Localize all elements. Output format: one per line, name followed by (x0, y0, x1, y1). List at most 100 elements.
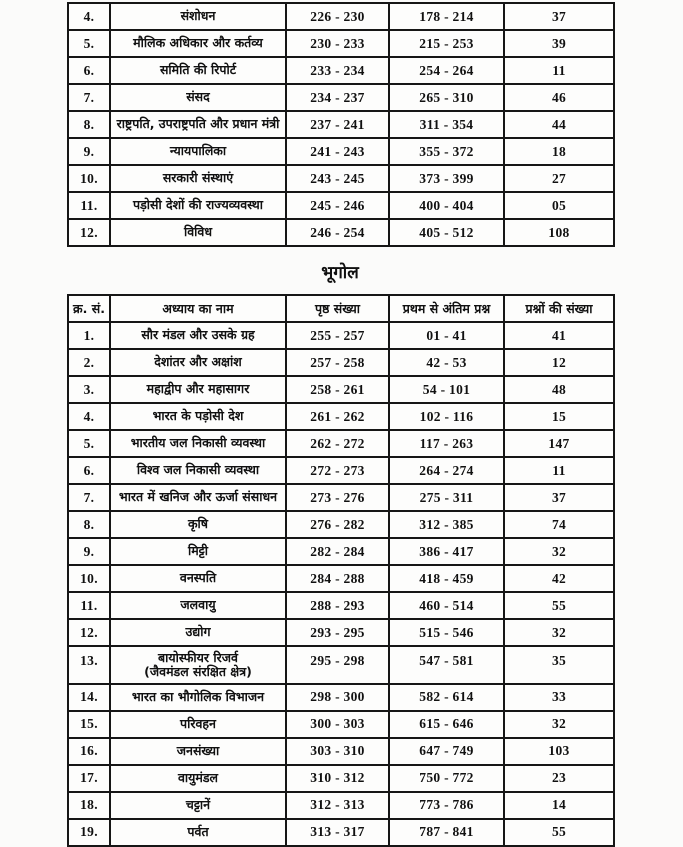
question-range-cell: 312 - 385 (388, 510, 505, 539)
chapter-name-cell: विविध (109, 218, 287, 247)
question-count-cell: 11 (503, 456, 615, 485)
page-range-cell: 310 - 312 (285, 763, 390, 793)
question-count-cell: 05 (503, 191, 615, 220)
question-count-cell: 32 (503, 618, 615, 647)
question-range-cell: 265 - 310 (388, 83, 505, 112)
question-count-cell: 12 (503, 348, 615, 377)
header-serial-number: क्र. सं. (67, 294, 111, 323)
question-count-cell: 46 (503, 83, 615, 112)
question-range-cell: 102 - 116 (388, 402, 505, 431)
table-row: 14. भारत का भौगोलिक विभाजन 298 - 300 582 - … (67, 682, 615, 712)
header-chapter-name: अध्याय का नाम (109, 294, 287, 323)
question-count-cell: 23 (503, 763, 615, 793)
question-count-cell: 37 (503, 2, 615, 31)
geography-table-header-row: क्र. सं. अध्याय का नाम पृष्ठ संख्या प्रथ… (67, 294, 615, 323)
page-range-cell: 300 - 303 (285, 709, 390, 739)
question-range-cell: 547 - 581 (388, 645, 505, 685)
serial-cell: 6. (67, 456, 111, 485)
page-range-cell: 293 - 295 (285, 618, 390, 647)
question-range-cell: 117 - 263 (388, 429, 505, 458)
page-range-cell: 243 - 245 (285, 164, 390, 193)
question-count-cell: 108 (503, 218, 615, 247)
serial-cell: 5. (67, 29, 111, 58)
polity-contents-table-body: 4. संशोधन 226 - 230 178 - 214 37 5. मौलिक अधिक… (67, 2, 615, 247)
question-count-cell: 48 (503, 375, 615, 404)
question-range-cell: 42 - 53 (388, 348, 505, 377)
page-range-cell: 298 - 300 (285, 682, 390, 712)
question-range-cell: 773 - 786 (388, 790, 505, 820)
table-row: 11. जलवायु 288 - 293 460 - 514 55 (67, 591, 615, 620)
table-row: 5. मौलिक अधिकार और कर्तव्य 230 - 233 215 - … (67, 29, 615, 58)
table-row: 9. न्यायपालिका 241 - 243 355 - 372 18 (67, 137, 615, 166)
serial-cell: 3. (67, 375, 111, 404)
chapter-name-cell: भारत के पड़ोसी देश (109, 402, 287, 431)
chapter-name-cell: महाद्वीप और महासागर (109, 375, 287, 404)
question-range-cell: 418 - 459 (388, 564, 505, 593)
table-row: 4. संशोधन 226 - 230 178 - 214 37 (67, 2, 615, 31)
page-range-cell: 282 - 284 (285, 537, 390, 566)
serial-cell: 14. (67, 682, 111, 712)
chapter-name-cell: विश्व जल निकासी व्यवस्था (109, 456, 287, 485)
question-range-cell: 787 - 841 (388, 817, 505, 847)
chapter-name-cell: चट्टानें (109, 790, 287, 820)
serial-cell: 4. (67, 402, 111, 431)
chapter-name-cell: पर्वत (109, 817, 287, 847)
serial-cell: 8. (67, 110, 111, 139)
chapter-name-cell: मिट्टी (109, 537, 287, 566)
question-range-cell: 275 - 311 (388, 483, 505, 512)
chapter-name-cell: कृषि (109, 510, 287, 539)
question-range-cell: 405 - 512 (388, 218, 505, 247)
page-range-cell: 273 - 276 (285, 483, 390, 512)
question-range-cell: 215 - 253 (388, 29, 505, 58)
chapter-name-cell: भारत में खनिज और ऊर्जा संसाधन (109, 483, 287, 512)
table-row: 5. भारतीय जल निकासी व्यवस्था 262 - 272 117 … (67, 429, 615, 458)
chapter-name-cell: परिवहन (109, 709, 287, 739)
serial-cell: 10. (67, 164, 111, 193)
serial-cell: 16. (67, 736, 111, 766)
table-row: 12. उद्योग 293 - 295 515 - 546 32 (67, 618, 615, 647)
question-range-cell: 355 - 372 (388, 137, 505, 166)
table-row: 10. वनस्पति 284 - 288 418 - 459 42 (67, 564, 615, 593)
question-count-cell: 37 (503, 483, 615, 512)
table-row: 7. भारत में खनिज और ऊर्जा संसाधन 273 - 276… (67, 483, 615, 512)
table-row: 16. जनसंख्या 303 - 310 647 - 749 103 (67, 736, 615, 766)
serial-cell: 11. (67, 591, 111, 620)
serial-cell: 12. (67, 618, 111, 647)
page-range-cell: 233 - 234 (285, 56, 390, 85)
page-range-cell: 313 - 317 (285, 817, 390, 847)
chapter-name-cell: मौलिक अधिकार और कर्तव्य (109, 29, 287, 58)
table-row: 18. चट्टानें 312 - 313 773 - 786 14 (67, 790, 615, 820)
serial-cell: 4. (67, 2, 111, 31)
chapter-name-cell: जलवायु (109, 591, 287, 620)
serial-cell: 5. (67, 429, 111, 458)
serial-cell: 11. (67, 191, 111, 220)
question-range-cell: 178 - 214 (388, 2, 505, 31)
chapter-name-cell: भारत का भौगोलिक विभाजन (109, 682, 287, 712)
page-range-cell: 262 - 272 (285, 429, 390, 458)
question-range-cell: 373 - 399 (388, 164, 505, 193)
question-count-cell: 74 (503, 510, 615, 539)
table-row: 1. सौर मंडल और उसके ग्रह 255 - 257 01 - 41 4… (67, 321, 615, 350)
question-range-cell: 254 - 264 (388, 56, 505, 85)
question-range-cell: 264 - 274 (388, 456, 505, 485)
table-row: 13. बायोस्फीयर रिजर्व (जैवमंडल संरक्षित क… (67, 645, 615, 685)
question-count-cell: 55 (503, 817, 615, 847)
question-count-cell: 42 (503, 564, 615, 593)
page-range-cell: 257 - 258 (285, 348, 390, 377)
table-row: 6. विश्व जल निकासी व्यवस्था 272 - 273 264 -… (67, 456, 615, 485)
question-count-cell: 55 (503, 591, 615, 620)
question-count-cell: 27 (503, 164, 615, 193)
question-count-cell: 41 (503, 321, 615, 350)
question-range-cell: 01 - 41 (388, 321, 505, 350)
chapter-name-cell: सरकारी संस्थाएं (109, 164, 287, 193)
question-range-cell: 400 - 404 (388, 191, 505, 220)
page-range-cell: 234 - 237 (285, 83, 390, 112)
page-range-cell: 241 - 243 (285, 137, 390, 166)
question-range-cell: 750 - 772 (388, 763, 505, 793)
page-range-cell: 284 - 288 (285, 564, 390, 593)
table-row: 7. संसद 234 - 237 265 - 310 46 (67, 83, 615, 112)
page-range-cell: 261 - 262 (285, 402, 390, 431)
chapter-name-cell: वनस्पति (109, 564, 287, 593)
header-question-count: प्रश्नों की संख्या (503, 294, 615, 323)
